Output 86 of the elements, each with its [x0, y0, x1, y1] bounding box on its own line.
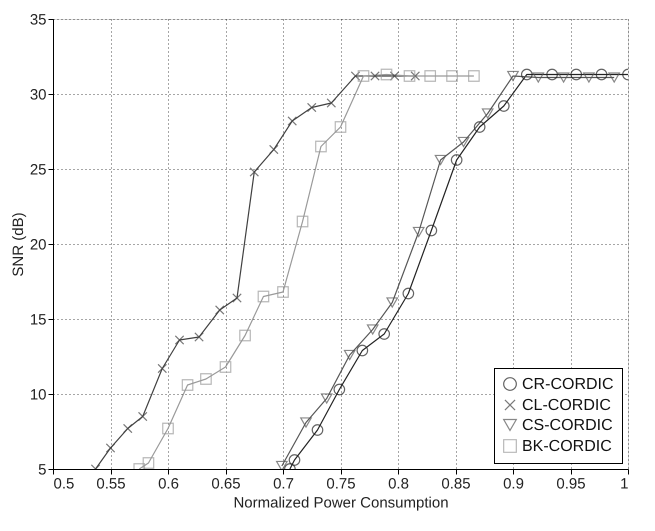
point: [446, 70, 458, 82]
point: [412, 226, 425, 238]
y-tick-label: 30: [30, 86, 46, 104]
point: [138, 412, 148, 422]
point: [269, 144, 279, 154]
point: [220, 361, 232, 373]
point: [458, 136, 470, 148]
point: [608, 72, 620, 83]
point: [315, 140, 327, 152]
point: [320, 393, 333, 404]
x-tick-label: 0.55: [96, 476, 126, 492]
point: [426, 224, 438, 236]
point: [380, 68, 392, 80]
point: [366, 324, 379, 335]
x-tick-label: 0.85: [441, 476, 471, 492]
point: [334, 121, 346, 133]
point: [326, 98, 336, 108]
point: [570, 68, 582, 80]
point: [232, 293, 242, 303]
point: [174, 335, 184, 345]
point: [402, 288, 414, 300]
point: [182, 379, 194, 391]
point: [258, 290, 270, 302]
point: [312, 424, 324, 436]
point: [142, 457, 154, 469]
legend-label: CL-CORDIC: [522, 397, 611, 414]
point: [106, 443, 116, 453]
x-tick-label: 0.6: [158, 476, 179, 492]
point: [157, 364, 168, 374]
y-tick-label: 25: [30, 162, 46, 178]
point: [358, 70, 370, 82]
y-tick-label: 20: [30, 236, 46, 254]
point: [507, 70, 519, 82]
point: [287, 116, 297, 126]
x-tick-label: 0.5: [54, 476, 74, 492]
point: [596, 68, 608, 80]
point: [378, 328, 390, 340]
point: [194, 332, 204, 342]
point: [200, 373, 212, 385]
x-tick-label: 0.65: [211, 476, 241, 492]
y-tick-label: 15: [30, 312, 46, 328]
x-tick-label: 0.75: [326, 476, 356, 492]
point: [450, 154, 462, 166]
point: [344, 350, 356, 360]
point: [482, 108, 494, 119]
x-tick-label: 0.95: [556, 476, 586, 492]
point: [520, 68, 533, 80]
point: [404, 70, 416, 82]
point: [296, 216, 308, 228]
point: [277, 286, 289, 298]
point: [434, 154, 446, 166]
point: [288, 454, 300, 466]
x-tick-label: 0.8: [388, 476, 409, 492]
point: [334, 384, 346, 396]
point: [424, 70, 436, 82]
point: [350, 71, 360, 81]
point: [356, 344, 368, 356]
point: [468, 70, 480, 82]
point: [162, 422, 174, 434]
point: [214, 305, 225, 315]
point: [122, 424, 133, 434]
x-axis-title: Normalized Power Consumption: [233, 494, 449, 512]
point: [410, 71, 420, 81]
point: [370, 71, 380, 81]
x-tick-label: 0.7: [273, 476, 294, 492]
y-axis-title: SNR (dB): [10, 212, 27, 277]
x-tick-label: 1: [620, 476, 628, 492]
point: [239, 330, 251, 342]
y-tick-label: 35: [30, 12, 46, 28]
y-tick-label: 5: [38, 462, 46, 478]
point: [306, 102, 317, 112]
point: [583, 72, 595, 83]
point: [386, 297, 398, 308]
y-tick-label: 10: [30, 386, 46, 404]
point: [532, 72, 544, 83]
point: [249, 167, 260, 177]
point: [474, 121, 486, 133]
legend-label: BK-CORDIC: [522, 438, 612, 455]
legend-label: CR-CORDIC: [522, 376, 614, 393]
legend-label: CS-CORDIC: [522, 417, 613, 434]
point: [546, 68, 558, 80]
point: [300, 417, 312, 428]
point: [276, 460, 288, 469]
point: [558, 72, 570, 83]
x-tick-label: 0.9: [503, 476, 524, 492]
point: [498, 100, 510, 112]
